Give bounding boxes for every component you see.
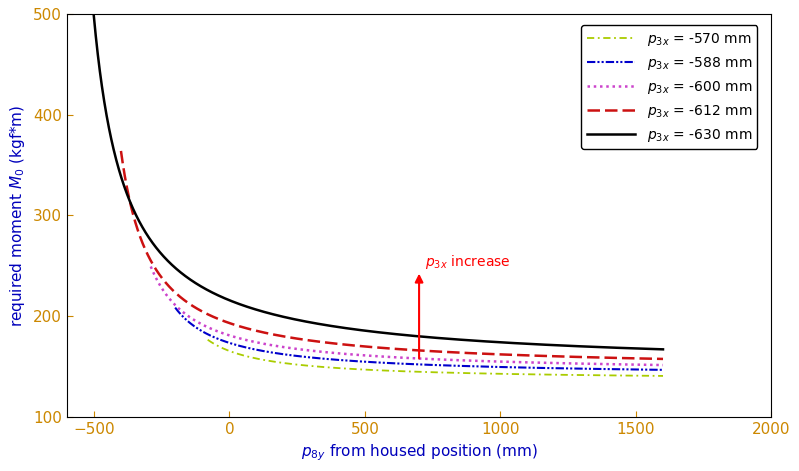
$p_{3x}$ = -570 mm xyxy=(412,369,422,374)
$p_{3x}$ = -630 mm xyxy=(458,337,467,343)
$p_{3x}$ = -570 mm xyxy=(226,349,236,354)
$p_{3x}$ = -612 mm xyxy=(543,353,553,359)
$p_{3x}$ = -630 mm xyxy=(233,300,242,306)
$p_{3x}$ = -570 mm xyxy=(645,373,654,379)
$p_{3x}$ = -570 mm xyxy=(658,373,668,379)
$p_{3x}$ = -570 mm xyxy=(203,337,213,342)
$p_{3x}$ = -570 mm xyxy=(424,369,434,375)
$p_{3x}$ = -630 mm xyxy=(337,325,347,330)
$p_{3x}$ = -588 mm xyxy=(170,305,180,310)
$p_{3x}$ = -600 mm xyxy=(643,362,653,368)
$p_{3x}$ = -612 mm xyxy=(380,345,389,351)
Line: $p_{3x}$ = -630 mm: $p_{3x}$ = -630 mm xyxy=(93,15,663,349)
$p_{3x}$ = -612 mm xyxy=(642,356,652,361)
$p_{3x}$ = -612 mm xyxy=(144,254,153,260)
$p_{3x}$ = -630 mm xyxy=(658,347,668,352)
X-axis label: $p_{8y}$ from housed position (mm): $p_{8y}$ from housed position (mm) xyxy=(300,442,538,463)
Line: $p_{3x}$ = -570 mm: $p_{3x}$ = -570 mm xyxy=(208,340,663,376)
$p_{3x}$ = -600 mm xyxy=(395,355,404,360)
$p_{3x}$ = -588 mm xyxy=(644,367,654,373)
$p_{3x}$ = -612 mm xyxy=(365,344,375,350)
$p_{3x}$ = -600 mm xyxy=(381,354,391,360)
$p_{3x}$ = -630 mm xyxy=(650,346,660,352)
$p_{3x}$ = -588 mm xyxy=(644,367,654,373)
$p_{3x}$ = -612 mm xyxy=(658,356,668,362)
Legend: $p_{3x}$ = -570 mm, $p_{3x}$ = -588 mm, $p_{3x}$ = -600 mm, $p_{3x}$ = -612 mm, : $p_{3x}$ = -570 mm, $p_{3x}$ = -588 mm, … xyxy=(581,25,757,149)
Line: $p_{3x}$ = -612 mm: $p_{3x}$ = -612 mm xyxy=(121,151,663,359)
$p_{3x}$ = -588 mm xyxy=(195,327,205,333)
Y-axis label: required moment $M_0$ (kgf*m): required moment $M_0$ (kgf*m) xyxy=(8,105,27,326)
$p_{3x}$ = -600 mm xyxy=(146,264,156,269)
$p_{3x}$ = -570 mm xyxy=(645,373,654,379)
Text: $p_{3x}$ increase: $p_{3x}$ increase xyxy=(424,253,510,271)
$p_{3x}$ = -612 mm xyxy=(116,148,125,154)
Line: $p_{3x}$ = -588 mm: $p_{3x}$ = -588 mm xyxy=(175,308,663,370)
$p_{3x}$ = -588 mm xyxy=(407,361,417,367)
$p_{3x}$ = -600 mm xyxy=(172,304,181,309)
$p_{3x}$ = -570 mm xyxy=(562,372,571,378)
$p_{3x}$ = -600 mm xyxy=(549,360,559,366)
$p_{3x}$ = -630 mm xyxy=(270,312,280,317)
$p_{3x}$ = -612 mm xyxy=(642,356,652,361)
$p_{3x}$ = -588 mm xyxy=(555,365,564,371)
$p_{3x}$ = -588 mm xyxy=(395,361,404,366)
$p_{3x}$ = -630 mm xyxy=(268,311,277,317)
Line: $p_{3x}$ = -600 mm: $p_{3x}$ = -600 mm xyxy=(151,267,663,365)
$p_{3x}$ = -600 mm xyxy=(643,362,653,368)
$p_{3x}$ = -600 mm xyxy=(658,362,668,368)
$p_{3x}$ = -588 mm xyxy=(658,367,668,373)
$p_{3x}$ = -630 mm xyxy=(89,12,98,17)
